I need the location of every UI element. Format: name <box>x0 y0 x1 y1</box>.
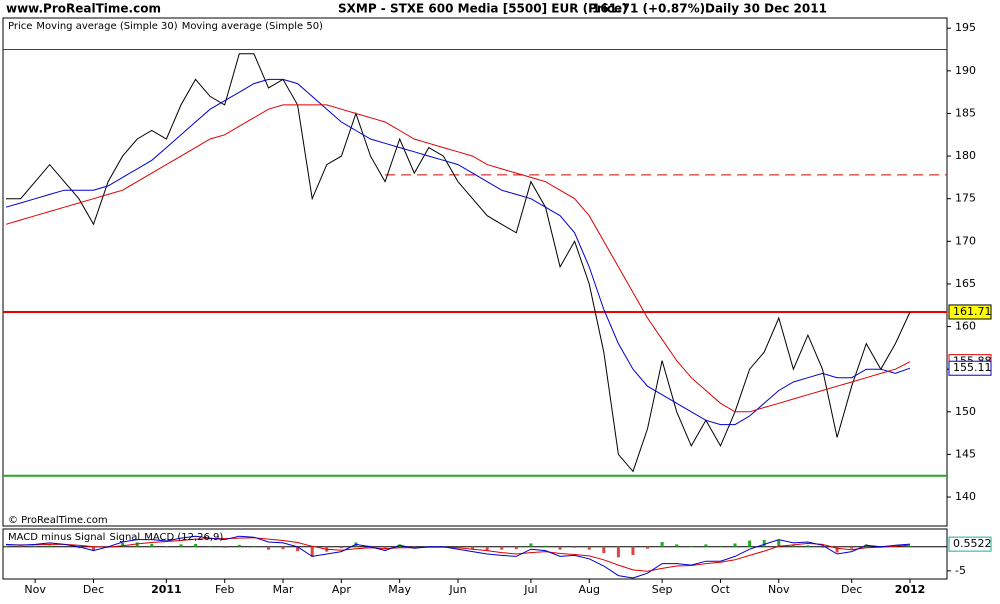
x-tick-label: Oct <box>711 583 731 596</box>
x-tick-label: Aug <box>578 583 599 596</box>
x-tick-label: Feb <box>215 583 234 596</box>
legend-entry: MACD (12,26,9) <box>144 532 223 543</box>
x-tick-label: Jul <box>523 583 537 596</box>
last-label-box <box>948 536 992 552</box>
y-tick-label: 150 <box>955 405 976 418</box>
y-tick-label: 170 <box>955 234 976 247</box>
legend-entry: MACD minus Signal <box>8 532 105 543</box>
legend-entry: Price <box>8 21 32 32</box>
x-tick-label: May <box>388 583 411 596</box>
x-tick-label: Mar <box>273 583 294 596</box>
y-tick-label: 140 <box>955 490 976 503</box>
moving-average <box>5 104 911 413</box>
last-label: 155.11 <box>953 361 992 374</box>
y-tick-label: 160 <box>955 320 976 333</box>
site: www.ProRealTime.com <box>6 2 161 16</box>
price-panel <box>2 17 948 527</box>
y-tick-label: 195 <box>955 21 976 34</box>
copyright: © ProRealTime.com <box>8 515 108 526</box>
y-tick-label: 145 <box>955 447 976 460</box>
x-tick-label: 2012 <box>895 583 926 596</box>
y-tick-label: 190 <box>955 64 976 77</box>
legend-entry: Moving average (Simple 30) <box>36 21 177 32</box>
y-tick-label: 185 <box>955 106 976 119</box>
x-tick-label: Nov <box>24 583 46 596</box>
last-label-box <box>948 360 992 376</box>
period: Daily 30 Dec 2011 <box>705 2 827 16</box>
x-tick-label: Nov <box>768 583 790 596</box>
x-tick-label: 2011 <box>151 583 182 596</box>
legend-entry: Moving average (Simple 50) <box>182 21 323 32</box>
legend-entry: Signal <box>109 532 140 543</box>
x-tick-label: Dec <box>841 583 862 596</box>
macd-line <box>6 537 911 572</box>
chart-title: SXMP - STXE 600 Media [5500] EUR (Price) <box>338 2 628 16</box>
price-line <box>6 53 911 473</box>
x-tick-label: Dec <box>83 583 104 596</box>
change: 161.71 (+0.87%) <box>592 2 705 16</box>
macd-panel <box>2 528 948 580</box>
y-tick-label: -5 <box>955 564 966 577</box>
y-tick-label: 165 <box>955 277 976 290</box>
x-tick-label: Apr <box>332 583 352 596</box>
y-tick-label: 175 <box>955 192 976 205</box>
last-label-box <box>948 304 992 320</box>
last-label: 161.71 <box>953 305 992 318</box>
x-tick-label: Jun <box>448 583 466 596</box>
macd-line <box>5 535 911 579</box>
y-tick-label: 180 <box>955 149 976 162</box>
x-tick-label: Sep <box>652 583 673 596</box>
last-label: 0.5522 <box>953 537 992 550</box>
moving-average <box>5 78 911 426</box>
